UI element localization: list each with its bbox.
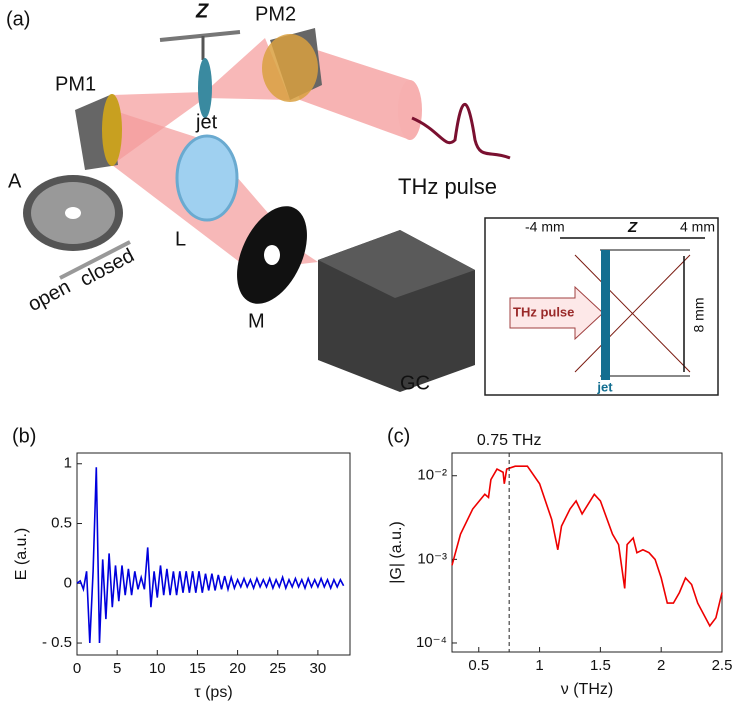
data-line xyxy=(77,467,344,643)
label: Z xyxy=(195,0,209,22)
label: PM1 xyxy=(55,73,96,95)
label: jet xyxy=(195,111,218,133)
y-tick-label: 10⁻² xyxy=(417,467,447,484)
inset-label: Z xyxy=(627,219,638,236)
y-tick-label: 10⁻⁴ xyxy=(416,634,447,651)
x-axis-label: ν (THz) xyxy=(561,681,613,698)
x-tick-label: 2.5 xyxy=(712,657,732,674)
x-tick-label: 1.5 xyxy=(590,657,611,674)
x-tick-label: 1 xyxy=(535,657,543,674)
label: GC xyxy=(400,372,430,394)
label: M xyxy=(248,310,265,332)
inset-label: THz pulse xyxy=(513,304,574,319)
inset-label: 8 mm xyxy=(691,298,707,333)
y-tick-label: 0.5 xyxy=(51,514,72,531)
y-axis-label: E (a.u.) xyxy=(13,528,30,580)
data-line xyxy=(452,466,722,626)
inset-label: 4 mm xyxy=(680,219,715,235)
page: {"diagram": { "panel_label": "(a)", "lab… xyxy=(0,0,732,715)
label: PM2 xyxy=(255,3,296,25)
label: L xyxy=(175,228,186,250)
plot-frame xyxy=(77,453,350,655)
x-tick-label: 10 xyxy=(149,660,166,677)
x-tick-label: 2 xyxy=(657,657,665,674)
figure: (a) PM1 PM2 Z jet A L M GC THz pulse ope… xyxy=(0,0,732,715)
panel-label: (c) xyxy=(387,425,410,447)
y-tick-label: - 0.5 xyxy=(42,634,72,651)
x-tick-label: 5 xyxy=(113,660,121,677)
plot-frame xyxy=(452,453,722,652)
panel-label: (b) xyxy=(12,425,36,447)
y-axis-label: |G| (a.u.) xyxy=(388,521,405,584)
label: THz pulse xyxy=(398,174,497,199)
label: open xyxy=(24,276,74,316)
inset-label: -4 mm xyxy=(525,219,565,235)
x-tick-label: 30 xyxy=(310,660,327,677)
x-tick-label: 0 xyxy=(73,660,81,677)
x-tick-label: 20 xyxy=(229,660,246,677)
y-tick-label: 1 xyxy=(64,455,72,472)
x-tick-label: 25 xyxy=(269,660,286,677)
x-tick-label: 15 xyxy=(189,660,206,677)
label: A xyxy=(8,170,22,192)
y-tick-label: 0 xyxy=(64,574,72,591)
x-tick-label: 0.5 xyxy=(468,657,489,674)
inset-label: jet xyxy=(596,379,613,394)
y-tick-label: 10⁻³ xyxy=(417,550,447,567)
x-axis-label: τ (ps) xyxy=(194,684,232,701)
panel-label: (a) xyxy=(6,8,30,30)
annotation: 0.75 THz xyxy=(477,432,542,449)
